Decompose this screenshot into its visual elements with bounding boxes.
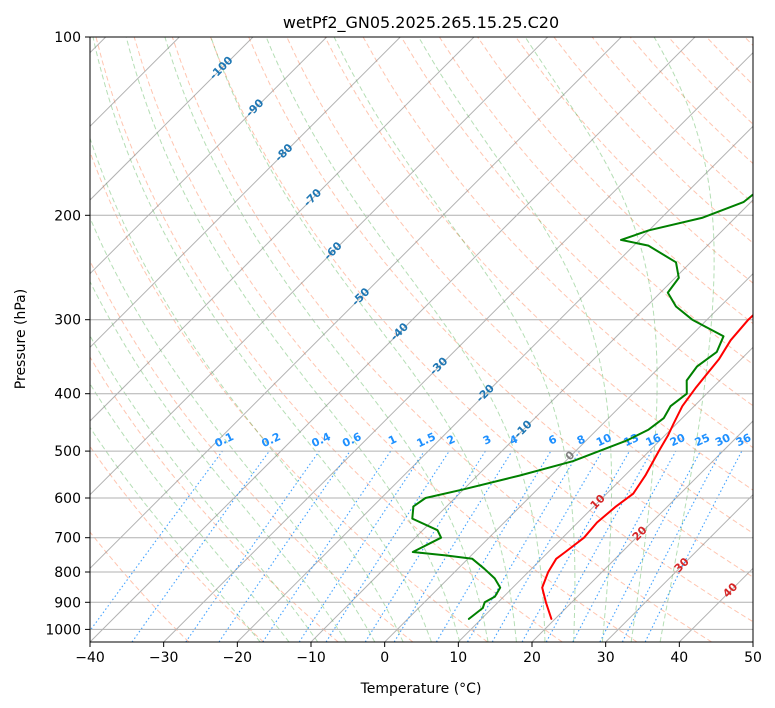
isotherm [310, 199, 753, 642]
mixing-ratio-line [644, 450, 743, 642]
mixing-ratio-label: 36 [734, 431, 754, 449]
temperature-line [541, 313, 753, 620]
isotherm [384, 272, 753, 642]
x-tick-label: 20 [523, 650, 541, 666]
isotherm [90, 37, 475, 422]
dry-adiabat [515, 37, 753, 284]
dry-adiabat [90, 150, 488, 642]
mixing-ratio-label: 25 [693, 431, 712, 449]
moist-adiabat [90, 280, 347, 642]
background-lines [90, 37, 753, 642]
x-axis-label: Temperature (°C) [360, 681, 482, 697]
moist-adiabat [524, 37, 658, 642]
moist-adiabat [90, 216, 376, 642]
y-tick-label: 300 [54, 313, 81, 329]
mixing-ratio-line [185, 450, 320, 642]
dry-adiabat [438, 37, 753, 366]
y-axis-ticks: 100 200 300 400 500 600 700 800 900 1000 [45, 30, 90, 638]
dry-adiabat [210, 37, 753, 623]
isotherm [605, 493, 753, 642]
x-tick-label: 30 [597, 650, 615, 666]
dry-adiabat [90, 445, 264, 642]
mixing-ratio-line [393, 450, 513, 642]
moist-adiabat [90, 426, 261, 642]
mixing-ratio-line [521, 450, 630, 642]
mixing-ratio-line [131, 450, 270, 642]
x-tick-label: 0 [380, 650, 389, 666]
moist-adiabat [164, 37, 489, 642]
dry-adiabat [95, 37, 563, 642]
mixing-ratio-line [90, 450, 223, 632]
chart-title: wetPf2_GN05.2025.265.15.25.C20 [283, 13, 559, 33]
moist-adiabat [265, 37, 546, 642]
x-tick-label: −10 [296, 650, 326, 666]
x-tick-label: −30 [149, 650, 179, 666]
y-tick-label: 200 [54, 208, 81, 224]
dry-adiabat [248, 37, 753, 578]
y-tick-label: 500 [54, 444, 81, 460]
plot-frame [89, 36, 754, 643]
moist-adiabat [210, 37, 517, 642]
moist-adiabat [92, 37, 432, 642]
mixing-ratio-label: 20 [668, 431, 688, 449]
isotherm [90, 37, 401, 349]
dry-adiabat [133, 37, 638, 642]
isotherm [457, 346, 753, 642]
mixing-ratio-label: 30 [713, 431, 733, 449]
dry-adiabat [90, 531, 190, 642]
x-tick-label: 40 [670, 650, 688, 666]
isotherm [90, 37, 328, 275]
y-tick-label: 100 [54, 30, 81, 46]
dry-adiabat [324, 37, 753, 491]
isotherm [163, 51, 753, 642]
mixing-ratio-label: 10 [594, 431, 614, 449]
dewpoint-line [411, 193, 753, 620]
mixing-ratio-line [545, 450, 653, 642]
moist-adiabat [653, 37, 715, 642]
mixing-ratio-label: 16 [644, 431, 664, 449]
dry-adiabat [171, 37, 712, 642]
isotherm [90, 37, 696, 642]
y-tick-label: 700 [54, 531, 81, 547]
mixing-ratio-line [262, 450, 392, 642]
mixing-ratio-line [572, 450, 677, 642]
y-tick-label: 400 [54, 387, 81, 403]
x-tick-label: 50 [744, 650, 762, 666]
moist-adiabat [333, 37, 576, 642]
isotherm [90, 37, 549, 496]
profile-series [411, 193, 753, 620]
mixing-ratio-line [218, 450, 351, 642]
isotherm [90, 37, 254, 201]
isotherm [90, 37, 622, 570]
y-tick-label: 1000 [45, 622, 81, 638]
y-tick-label: 900 [54, 595, 81, 611]
isotherm [531, 420, 753, 642]
moist-adiabat [90, 136, 404, 642]
moist-adiabat [90, 334, 319, 642]
moist-adiabat [418, 37, 613, 642]
x-tick-label: 10 [449, 650, 467, 666]
mixing-ratio-line [298, 450, 425, 642]
y-tick-label: 600 [54, 491, 81, 507]
moist-adiabat [125, 37, 461, 642]
x-axis-ticks: −40 −30 −20 −10 0 10 20 30 40 50 [75, 642, 762, 666]
moist-adiabat [90, 382, 290, 642]
dry-adiabat [90, 356, 339, 642]
pressure-gridlines [90, 37, 753, 630]
x-tick-label: −20 [223, 650, 253, 666]
y-axis-label: Pressure (hPa) [13, 289, 29, 389]
dry-adiabat [400, 37, 753, 407]
y-tick-label: 800 [54, 565, 81, 581]
x-tick-label: −40 [75, 650, 105, 666]
isotherm [236, 125, 753, 642]
mixing-ratio-line [325, 450, 450, 642]
